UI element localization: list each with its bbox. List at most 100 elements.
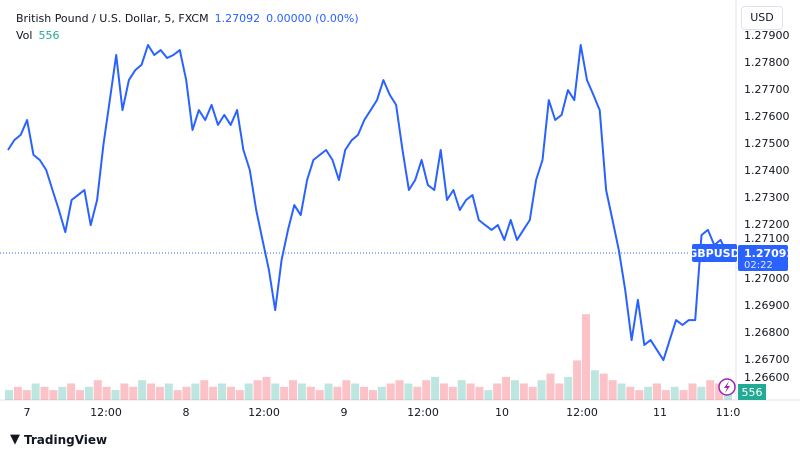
- volume-bar: [502, 376, 511, 400]
- price-tick: 1.27400: [744, 164, 790, 177]
- volume-bar: [608, 380, 617, 400]
- volume-bar: [226, 386, 235, 400]
- volume-bar: [147, 383, 156, 400]
- volume-bar: [537, 380, 546, 400]
- volume-bar: [679, 390, 688, 400]
- volume-bar: [235, 390, 244, 400]
- vol-label: Vol: [16, 29, 33, 42]
- volume-bar: [333, 386, 342, 400]
- volume-bar: [626, 386, 635, 400]
- volume-bar: [84, 386, 93, 400]
- ticker-tag-text: GBPUSD: [688, 247, 739, 260]
- volume-bar: [670, 386, 679, 400]
- volume-bar: [368, 390, 377, 400]
- volume-bar: [422, 380, 431, 400]
- price-tick: 1.27100: [744, 232, 790, 245]
- volume-bar: [351, 383, 360, 400]
- price-tick: 1.26800: [744, 326, 790, 339]
- volume-tag: 556: [738, 384, 766, 400]
- volume-tag-text: 556: [742, 386, 763, 399]
- volume-bar: [58, 386, 67, 400]
- last-price: 1.27092: [214, 12, 261, 25]
- volume-bar: [564, 376, 573, 400]
- price-change: 0.00000 (0.00%): [266, 12, 359, 25]
- time-tick: 12:00: [566, 406, 598, 419]
- volume-bar: [200, 380, 209, 400]
- volume-bar: [697, 386, 706, 400]
- volume-bar: [120, 383, 129, 400]
- volume-bar: [439, 383, 448, 400]
- time-tick: 9: [341, 406, 348, 419]
- volume-bar: [182, 386, 191, 400]
- volume-bar: [457, 380, 466, 400]
- volume-bar: [617, 383, 626, 400]
- volume-bar: [13, 386, 22, 400]
- volume-bar: [555, 383, 564, 400]
- volume-bar: [360, 386, 369, 400]
- gbpusd-tag: GBPUSD: [688, 244, 740, 262]
- volume-bar: [173, 390, 182, 400]
- tradingview-logo[interactable]: ▼ TradingView: [10, 432, 107, 447]
- volume-bar: [466, 383, 475, 400]
- legend: British Pound / U.S. Dollar, 5, FXCM 1.27…: [16, 10, 359, 44]
- volume-bar: [377, 386, 386, 400]
- price-tick: 1.27300: [744, 191, 790, 204]
- volume-bar: [493, 383, 502, 400]
- price-tick: 1.27700: [744, 83, 790, 96]
- time-tick: 12:00: [248, 406, 280, 419]
- volume-bar: [49, 390, 58, 400]
- volume-bar: [67, 383, 76, 400]
- volume-bar: [448, 386, 457, 400]
- volume-bar: [155, 386, 164, 400]
- volume-bar: [573, 360, 582, 400]
- price-tick: 1.27000: [744, 272, 790, 285]
- volume-bar: [93, 380, 102, 400]
- volume-bar: [253, 380, 262, 400]
- volume-bar: [431, 376, 440, 400]
- volume-bar: [289, 380, 298, 400]
- volume-bar: [315, 390, 324, 400]
- volume-bar: [395, 380, 404, 400]
- countdown-text: 02:22: [744, 260, 773, 271]
- volume-bar: [715, 383, 724, 400]
- time-tick: 12:00: [407, 406, 439, 419]
- volume-bar: [22, 390, 31, 400]
- volume-bar: [342, 380, 351, 400]
- volume-bar: [138, 380, 147, 400]
- volume-bar: [111, 390, 120, 400]
- price-tick: 1.26700: [744, 353, 790, 366]
- volume-bar: [475, 386, 484, 400]
- volume-bar: [40, 386, 49, 400]
- time-tick: 12:00: [90, 406, 122, 419]
- time-tick: 10: [495, 406, 509, 419]
- volume-bar: [661, 390, 670, 400]
- volume-bar: [688, 383, 697, 400]
- price-tick: 1.27200: [744, 218, 790, 231]
- lightning-icon[interactable]: [718, 378, 736, 396]
- volume-bar: [5, 390, 13, 400]
- volume-bar: [599, 373, 608, 400]
- volume-bar: [306, 386, 315, 400]
- volume-bar: [31, 383, 40, 400]
- last-price-tag: 1.27092 02:22: [738, 245, 794, 271]
- price-line: [7, 44, 728, 362]
- currency-button[interactable]: USD: [741, 6, 783, 30]
- volume-bar: [484, 390, 493, 400]
- price-tick: 1.26900: [744, 299, 790, 312]
- vol-value: 556: [38, 29, 60, 42]
- volume-bar: [324, 383, 333, 400]
- time-tick: 7: [24, 406, 31, 419]
- price-tick: 1.27500: [744, 137, 790, 150]
- volume-bars: [5, 314, 732, 400]
- volume-bar: [652, 383, 661, 400]
- volume-bar: [164, 383, 173, 400]
- volume-bar: [528, 386, 537, 400]
- time-tick: 8: [183, 406, 190, 419]
- volume-bar: [413, 386, 422, 400]
- time-tick: 11: [653, 406, 667, 419]
- price-tick: 1.27800: [744, 56, 790, 69]
- time-tick: 11:0: [716, 406, 741, 419]
- volume-bar: [519, 383, 528, 400]
- price-tick: 1.27900: [744, 29, 790, 42]
